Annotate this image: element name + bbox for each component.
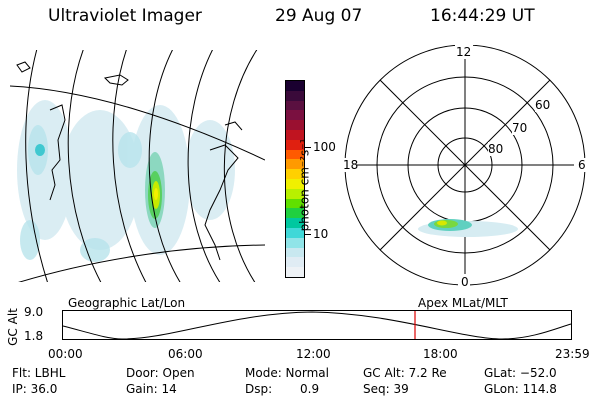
polar-ring-label-70: 70 xyxy=(512,121,528,135)
polar-label-left: 18 xyxy=(343,158,359,172)
colorbar-swatch xyxy=(286,129,304,140)
colorbar-swatch xyxy=(286,90,304,101)
colorbar xyxy=(285,80,305,278)
colorbar-swatch xyxy=(286,247,304,258)
colorbar-swatch xyxy=(286,159,304,170)
colorbar-swatch xyxy=(286,139,304,150)
status-mode: Mode: Normal xyxy=(245,366,329,380)
colorbar-swatch xyxy=(286,198,304,209)
timeline-xtick-2: 12:00 xyxy=(296,347,331,361)
status-gc-alt: GC Alt: 7.2 Re xyxy=(363,366,447,380)
status-door: Door: Open xyxy=(126,366,195,380)
timeline-xtick-1: 06:00 xyxy=(168,347,203,361)
polar-label-top: 12 xyxy=(456,45,472,59)
instrument-title: Ultraviolet Imager xyxy=(48,6,202,26)
colorbar-swatch xyxy=(286,188,304,199)
status-filter: Flt: LBHL xyxy=(12,366,66,380)
status-seq: Seq: 39 xyxy=(363,382,409,396)
polar-ring-label-80: 80 xyxy=(488,142,504,156)
colorbar-swatch xyxy=(286,100,304,111)
colorbar-swatch xyxy=(286,237,304,248)
colorbar-tick-100: 100 xyxy=(313,140,336,154)
colorbar-swatch xyxy=(286,227,304,238)
status-gain: Gain: 14 xyxy=(126,382,177,396)
timeline-left-label: Geographic Lat/Lon xyxy=(68,296,186,310)
geographic-map xyxy=(10,50,265,282)
status-glon: GLon: 114.8 xyxy=(484,382,557,396)
colorbar-tick-mark xyxy=(305,147,311,148)
colorbar-tick-mark xyxy=(305,234,311,235)
altitude-timeline xyxy=(62,310,572,340)
colorbar-swatch xyxy=(286,169,304,179)
status-dsp-label: Dsp: xyxy=(245,382,273,396)
colorbar-swatch xyxy=(286,257,304,268)
status-ip: IP: 36.0 xyxy=(12,382,58,396)
polar-label-bottom: 0 xyxy=(461,275,469,289)
colorbar-swatch xyxy=(286,267,304,277)
timeline-xtick-4: 23:59 xyxy=(555,347,590,361)
colorbar-swatch xyxy=(286,120,304,130)
date-label: 29 Aug 07 xyxy=(275,6,363,26)
colorbar-swatch xyxy=(286,178,304,189)
time-label: 16:44:29 UT xyxy=(430,6,535,26)
colorbar-swatch xyxy=(286,81,304,91)
timeline-axis-title: GC Alt xyxy=(5,308,20,346)
polar-label-right: 6 xyxy=(578,158,586,172)
timeline-ytick-high: 9.0 xyxy=(24,305,44,319)
colorbar-swatch xyxy=(286,149,304,160)
timeline-xtick-0: 00:00 xyxy=(48,347,83,361)
colorbar-tick-10: 10 xyxy=(313,227,329,241)
polar-ring-label-60: 60 xyxy=(535,98,551,112)
colorbar-unit-label: photon cm⁻²s⁻¹ xyxy=(297,138,312,232)
timeline-ytick-low: 1.8 xyxy=(24,329,44,343)
timeline-xtick-3: 18:00 xyxy=(423,347,458,361)
timeline-right-label: Apex MLat/MLT xyxy=(418,296,508,310)
polar-plot xyxy=(338,45,586,288)
status-glat: GLat: −52.0 xyxy=(484,366,557,380)
colorbar-swatch xyxy=(286,218,304,228)
colorbar-swatch xyxy=(286,110,304,121)
colorbar-swatch xyxy=(286,208,304,219)
status-dsp-value: 0.9 xyxy=(300,382,320,396)
